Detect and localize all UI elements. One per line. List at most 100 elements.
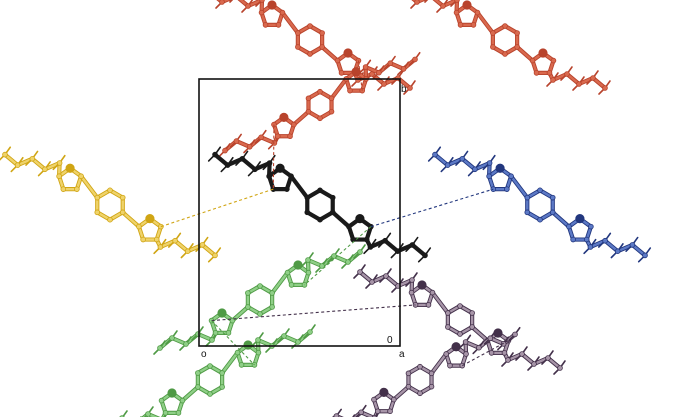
atom	[570, 236, 576, 243]
atom	[400, 66, 407, 72]
atom	[107, 216, 113, 223]
atom	[274, 133, 281, 140]
bond	[470, 325, 489, 342]
atom	[445, 310, 451, 316]
atom	[453, 9, 460, 16]
atom	[537, 187, 543, 194]
atom	[358, 409, 364, 416]
atom	[287, 133, 293, 140]
atom	[382, 237, 388, 244]
atom	[417, 363, 423, 370]
atom	[514, 30, 520, 36]
atom	[169, 335, 175, 341]
atom	[269, 304, 275, 310]
atom	[222, 147, 228, 154]
hydrogen-bond-contact	[211, 304, 416, 322]
atom	[350, 236, 356, 243]
atom	[501, 350, 508, 356]
heteroatom	[217, 308, 227, 318]
atom	[245, 304, 251, 310]
atom	[376, 69, 382, 76]
atom	[307, 329, 313, 335]
atom	[412, 56, 418, 63]
atom	[537, 216, 543, 223]
atom	[259, 0, 265, 3]
atom	[457, 331, 463, 337]
yellow-molecule	[0, 146, 222, 263]
bond	[292, 110, 310, 126]
atom	[288, 173, 294, 180]
atom	[549, 209, 556, 216]
bond	[476, 11, 495, 35]
atom	[508, 173, 514, 180]
atom	[469, 324, 475, 330]
atom	[234, 349, 241, 356]
heteroatom	[267, 0, 277, 10]
atom	[583, 236, 590, 243]
atom	[519, 351, 525, 357]
atom	[566, 223, 572, 230]
atom	[252, 166, 258, 173]
atom	[319, 44, 325, 50]
atom	[246, 144, 253, 150]
atom	[334, 57, 341, 64]
unit-cell-label-b: b	[401, 84, 407, 95]
atom	[317, 187, 323, 194]
red-top-molecule-2	[410, 0, 611, 95]
atom	[184, 248, 191, 255]
atom	[107, 187, 113, 194]
atom	[429, 289, 436, 296]
heteroatom	[451, 342, 461, 352]
atom	[487, 335, 494, 342]
heteroatom	[417, 280, 427, 290]
atom	[238, 362, 245, 368]
atom	[317, 88, 323, 95]
bond	[289, 175, 309, 199]
atom	[500, 341, 507, 347]
atom	[381, 81, 387, 87]
atom	[614, 248, 621, 255]
hydrogen-bond-contact	[370, 188, 494, 228]
atom	[447, 362, 453, 369]
atom	[407, 85, 413, 91]
hydrogen-bond-contact	[304, 226, 372, 286]
atom	[219, 0, 225, 5]
atom	[42, 166, 48, 173]
hydrogen-bond-contact	[211, 320, 255, 366]
heteroatom	[575, 214, 585, 224]
bond	[331, 211, 351, 228]
atom	[295, 339, 301, 345]
atom	[295, 44, 301, 50]
atom	[157, 345, 163, 351]
atom	[119, 209, 126, 216]
atom	[576, 81, 582, 87]
atom	[531, 361, 537, 367]
atom	[199, 242, 206, 248]
atom	[269, 290, 275, 296]
atom	[209, 337, 215, 343]
atom	[305, 95, 312, 102]
atom	[153, 236, 160, 243]
atom	[305, 108, 312, 115]
atom	[374, 408, 381, 415]
atom	[529, 57, 536, 64]
atom	[239, 156, 246, 162]
atom	[445, 324, 451, 330]
heteroatom	[379, 387, 389, 397]
atom	[408, 289, 415, 296]
atom	[425, 302, 432, 308]
green-bottom-molecule	[119, 324, 316, 417]
atom	[258, 134, 264, 141]
atom	[307, 51, 313, 57]
atom	[557, 365, 563, 371]
atom	[524, 209, 531, 216]
atom	[470, 22, 477, 28]
atom	[387, 408, 393, 415]
atom	[331, 253, 337, 259]
atom	[281, 333, 287, 339]
bond	[392, 385, 410, 401]
atom	[245, 290, 251, 296]
bond	[509, 175, 529, 199]
atom	[225, 330, 232, 336]
atom	[328, 108, 335, 115]
